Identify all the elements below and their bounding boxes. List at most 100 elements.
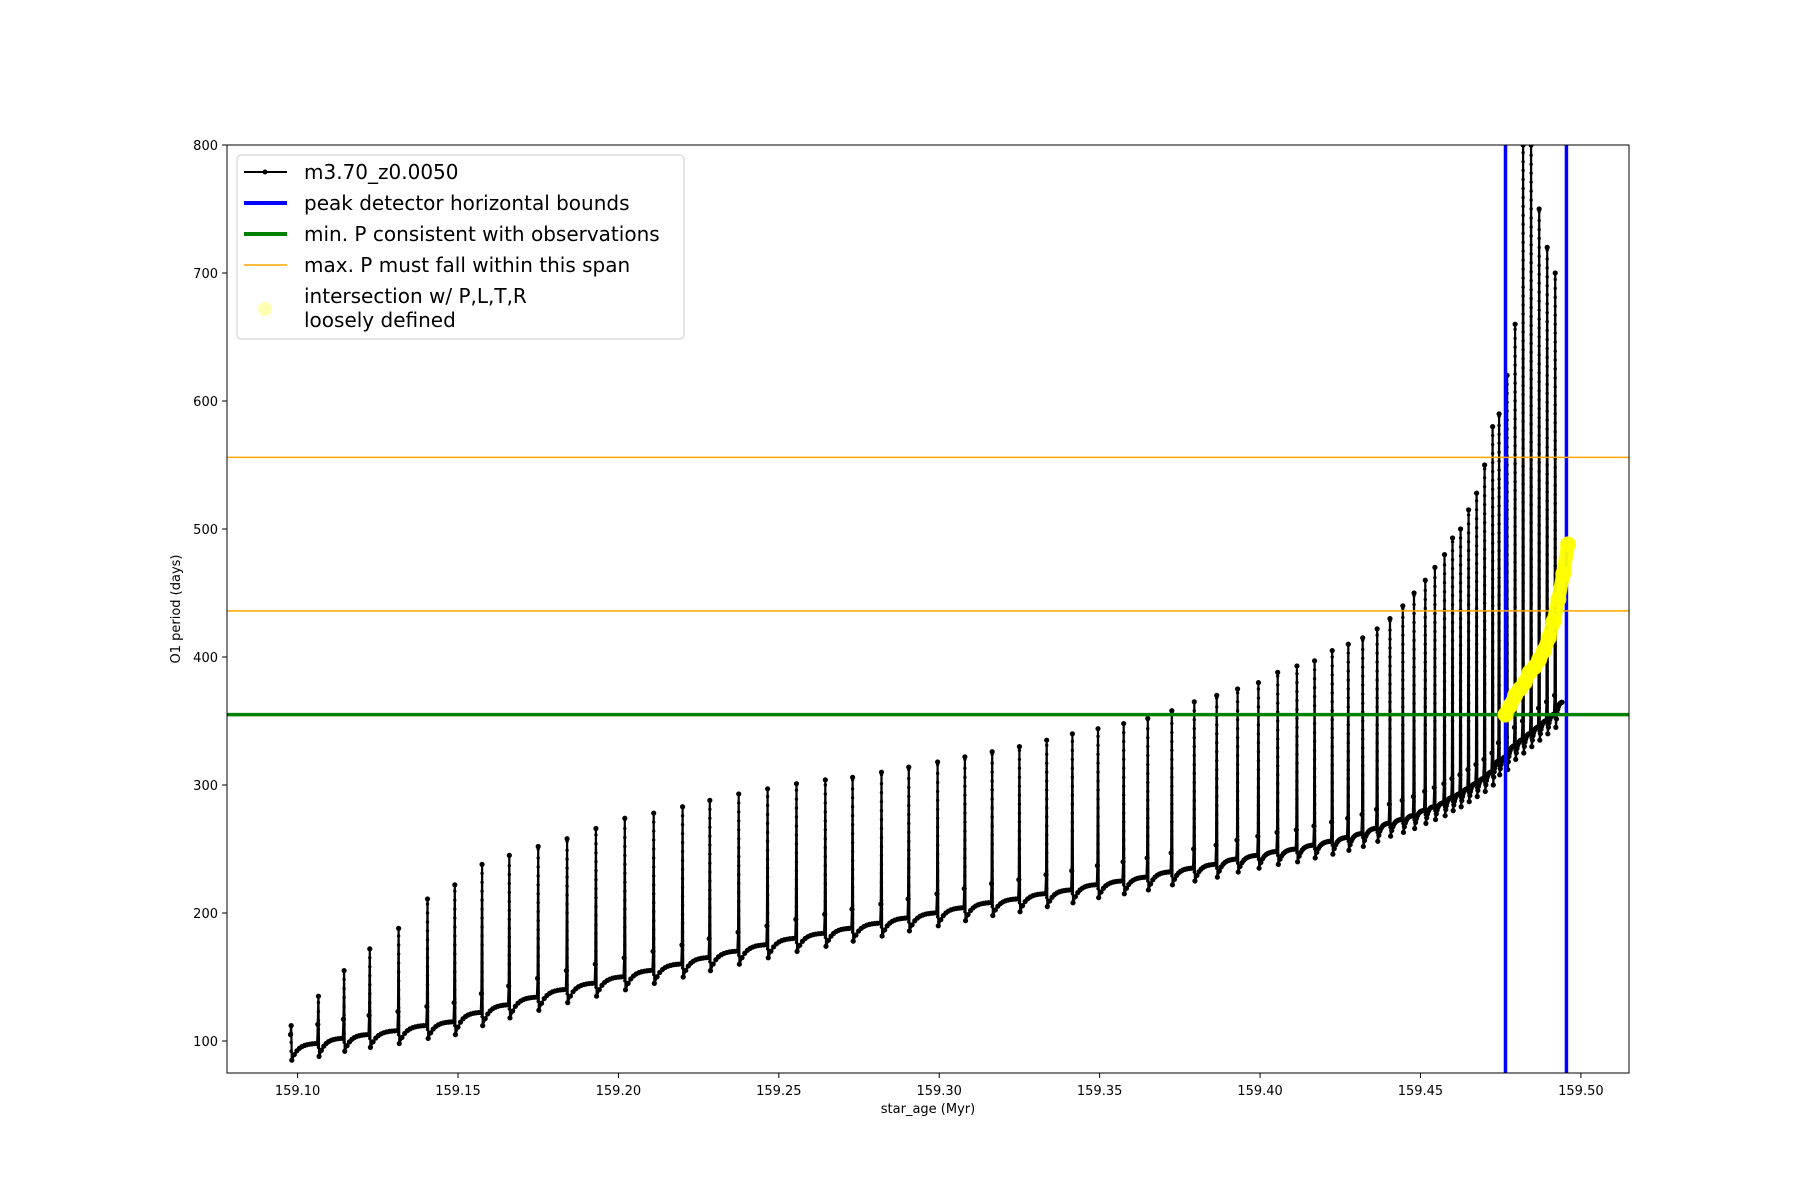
series-point bbox=[1388, 682, 1392, 686]
series-point bbox=[1094, 863, 1100, 869]
series-point bbox=[1412, 746, 1416, 750]
series-point bbox=[765, 848, 770, 852]
series-point bbox=[1513, 542, 1517, 547]
series-point bbox=[1215, 848, 1219, 852]
series-point bbox=[1467, 792, 1473, 799]
series-point bbox=[1401, 750, 1405, 754]
series-point bbox=[938, 917, 944, 923]
series-point bbox=[424, 1003, 430, 1010]
series-point bbox=[1346, 758, 1350, 763]
series-point bbox=[1466, 629, 1471, 634]
series-point bbox=[1553, 438, 1557, 443]
series-point bbox=[1170, 757, 1174, 762]
series-point bbox=[1256, 767, 1261, 772]
series-point bbox=[1070, 739, 1075, 744]
series-point bbox=[1361, 674, 1365, 678]
series-point bbox=[480, 961, 484, 965]
series-point bbox=[794, 797, 799, 801]
series-point bbox=[1275, 799, 1280, 804]
series-point bbox=[1358, 830, 1365, 837]
series-point bbox=[1458, 778, 1463, 782]
series-point bbox=[737, 935, 741, 940]
series-point bbox=[1529, 278, 1533, 283]
series-point bbox=[1412, 701, 1416, 705]
series-point bbox=[1529, 565, 1533, 570]
series-point bbox=[565, 884, 569, 888]
series-point bbox=[594, 949, 598, 954]
series-point bbox=[1388, 691, 1392, 695]
series-point bbox=[1450, 683, 1455, 687]
series-point bbox=[1359, 811, 1365, 818]
series-point bbox=[935, 870, 940, 874]
series-point bbox=[423, 1022, 429, 1029]
series-point bbox=[622, 815, 628, 821]
series-point bbox=[1529, 637, 1533, 641]
series-point bbox=[1275, 737, 1280, 741]
series-point bbox=[1545, 391, 1549, 396]
series-point bbox=[1490, 523, 1495, 527]
series-point bbox=[1490, 442, 1495, 447]
series-point bbox=[565, 875, 569, 879]
series-point bbox=[1401, 669, 1405, 673]
series-point bbox=[1490, 424, 1496, 430]
series-point bbox=[314, 1040, 320, 1047]
series-point bbox=[453, 889, 457, 893]
series-point bbox=[1433, 692, 1437, 696]
series-point bbox=[1170, 865, 1174, 869]
series-point bbox=[565, 929, 569, 933]
series-point bbox=[794, 895, 799, 900]
series-point bbox=[1529, 180, 1533, 184]
series-point bbox=[850, 867, 855, 872]
series-point bbox=[737, 953, 741, 957]
series-point bbox=[1490, 568, 1495, 572]
series-point bbox=[1482, 762, 1487, 767]
series-point bbox=[962, 754, 968, 760]
series-point bbox=[1275, 844, 1280, 849]
series-point bbox=[737, 801, 741, 805]
series-point bbox=[1513, 462, 1517, 466]
series-point bbox=[1521, 509, 1525, 513]
series-point bbox=[1513, 641, 1517, 645]
series-point bbox=[1096, 743, 1100, 748]
series-point bbox=[1412, 782, 1416, 786]
series-point bbox=[1537, 496, 1541, 500]
series-point bbox=[1256, 812, 1261, 817]
series-point bbox=[316, 1000, 321, 1005]
x-tick-label: 159.25 bbox=[756, 1084, 802, 1099]
series-point bbox=[765, 803, 770, 808]
series-point bbox=[1513, 632, 1517, 636]
series-point bbox=[594, 886, 598, 891]
series-point bbox=[1458, 652, 1463, 657]
series-point bbox=[1482, 583, 1487, 588]
series-point bbox=[1490, 747, 1495, 751]
series-point bbox=[1388, 807, 1392, 812]
series-point bbox=[823, 890, 828, 895]
series-point bbox=[1450, 656, 1455, 660]
series-point bbox=[594, 851, 598, 855]
series-point bbox=[1519, 718, 1526, 724]
series-point bbox=[850, 938, 856, 944]
series-point bbox=[396, 925, 402, 931]
series-point bbox=[680, 939, 685, 943]
series-point bbox=[907, 848, 911, 852]
series-point bbox=[342, 986, 346, 991]
series-point bbox=[907, 776, 911, 781]
series-point bbox=[1553, 349, 1557, 353]
series-point bbox=[1412, 719, 1416, 723]
series-point bbox=[1294, 859, 1301, 865]
series-point bbox=[1497, 656, 1501, 660]
series-point bbox=[425, 929, 430, 933]
series-point bbox=[399, 1034, 405, 1041]
series-point bbox=[1450, 558, 1455, 562]
y-tick-label: 600 bbox=[193, 395, 218, 410]
series-point bbox=[1529, 395, 1533, 399]
series-point bbox=[736, 791, 742, 797]
series-point bbox=[1537, 245, 1541, 250]
series-point bbox=[594, 976, 598, 980]
series-point bbox=[1490, 541, 1495, 545]
series-point bbox=[904, 915, 911, 921]
series-point bbox=[1490, 559, 1495, 563]
series-point bbox=[1312, 820, 1317, 824]
series-point bbox=[1521, 366, 1525, 370]
series-point bbox=[1070, 847, 1075, 851]
